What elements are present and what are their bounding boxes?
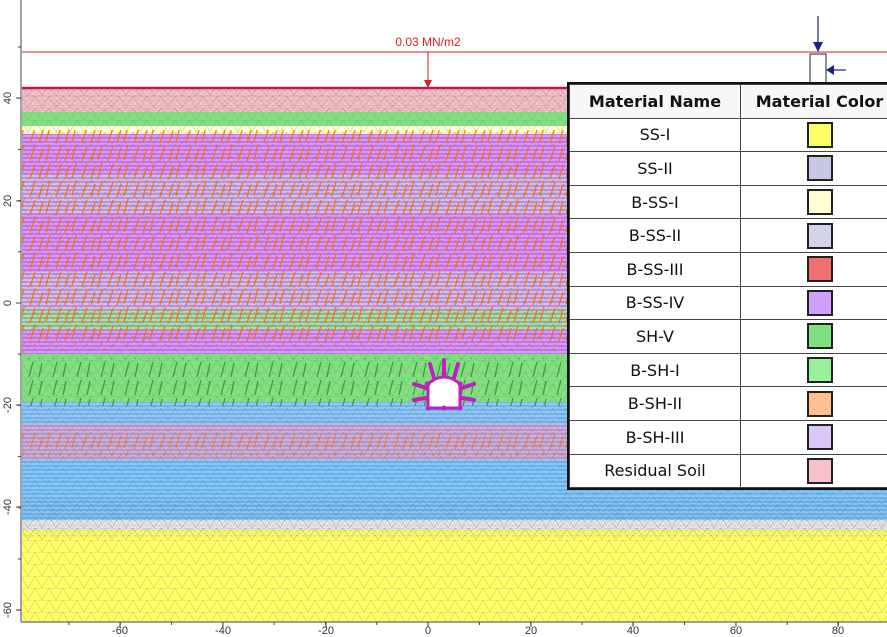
tunnel-excavation xyxy=(412,358,476,411)
y-tick-label: -20 xyxy=(2,397,14,413)
legend-material-color xyxy=(740,453,887,489)
color-swatch xyxy=(806,357,833,384)
legend-material-name: B-SS-IV xyxy=(569,285,741,321)
legend-material-color xyxy=(740,117,887,153)
color-swatch xyxy=(806,390,833,417)
legend-material-color xyxy=(740,184,887,220)
x-tick-label: -20 xyxy=(318,625,334,637)
legend-material-name: B-SH-III xyxy=(569,419,741,455)
legend-material-name: SH-V xyxy=(569,319,741,354)
legend-material-color xyxy=(740,352,887,388)
legend-material-name: B-SS-III xyxy=(569,251,741,287)
legend-material-name: SS-II xyxy=(569,151,741,186)
distributed-load: 0.03 MN/m2 xyxy=(22,35,887,88)
legend-material-color xyxy=(740,419,887,455)
y-tick-label: 40 xyxy=(2,92,14,104)
legend-material-color xyxy=(740,218,887,253)
legend-material-name: B-SS-II xyxy=(569,218,741,253)
color-swatch xyxy=(806,424,833,451)
legend-row: SS-I xyxy=(569,117,887,153)
x-tick-label: 20 xyxy=(525,625,537,637)
legend-row: Residual Soil xyxy=(569,453,887,489)
legend-row: B-SH-I xyxy=(569,352,887,388)
color-swatch xyxy=(806,189,833,216)
legend-material-color xyxy=(740,386,887,421)
legend-material-name: Residual Soil xyxy=(569,453,741,489)
legend-material-name: B-SS-I xyxy=(569,184,741,220)
legend-table: Material Name Material Color SS-I SS-II B-… xyxy=(569,84,887,489)
legend-header-name: Material Name xyxy=(569,84,741,119)
legend-material-color xyxy=(740,319,887,354)
legend-header-color: Material Color xyxy=(740,84,887,119)
legend-row: B-SS-II xyxy=(569,218,887,253)
legend-row: SH-V xyxy=(569,319,887,354)
material-legend: Material Name Material Color SS-I SS-II B-… xyxy=(567,82,887,491)
color-swatch xyxy=(806,323,833,350)
legend-row: B-SS-III xyxy=(569,251,887,287)
y-tick-label: 0 xyxy=(2,300,14,306)
color-swatch xyxy=(806,222,833,249)
legend-row: B-SH-III xyxy=(569,419,887,455)
legend-material-color xyxy=(740,251,887,287)
color-swatch xyxy=(806,457,833,484)
color-swatch xyxy=(806,155,833,182)
x-tick-label: 60 xyxy=(730,625,742,637)
color-swatch xyxy=(806,121,833,148)
legend-row: B-SH-II xyxy=(569,386,887,421)
tunnel-opening xyxy=(426,375,462,410)
legend-material-name: B-SH-I xyxy=(569,352,741,388)
x-tick-label: 40 xyxy=(627,625,639,637)
legend-material-name: B-SH-II xyxy=(569,386,741,421)
color-swatch xyxy=(806,289,833,316)
legend-row: SS-II xyxy=(569,151,887,186)
y-tick-label: -40 xyxy=(2,499,14,515)
legend-row: B-SS-IV xyxy=(569,285,887,321)
legend-material-color xyxy=(740,151,887,186)
legend-material-color xyxy=(740,285,887,321)
plastic-zones xyxy=(22,130,582,456)
color-swatch xyxy=(806,256,833,283)
x-tick-label: -60 xyxy=(112,625,128,637)
legend-row: B-SS-I xyxy=(569,184,887,220)
x-tick-label: 80 xyxy=(832,625,844,637)
load-label: 0.03 MN/m2 xyxy=(395,35,461,49)
legend-material-name: SS-I xyxy=(569,117,741,153)
y-tick-label: 20 xyxy=(2,195,14,207)
x-tick-label: -40 xyxy=(215,625,231,637)
x-tick-label: 0 xyxy=(425,625,431,637)
y-tick-label: -60 xyxy=(2,602,14,618)
